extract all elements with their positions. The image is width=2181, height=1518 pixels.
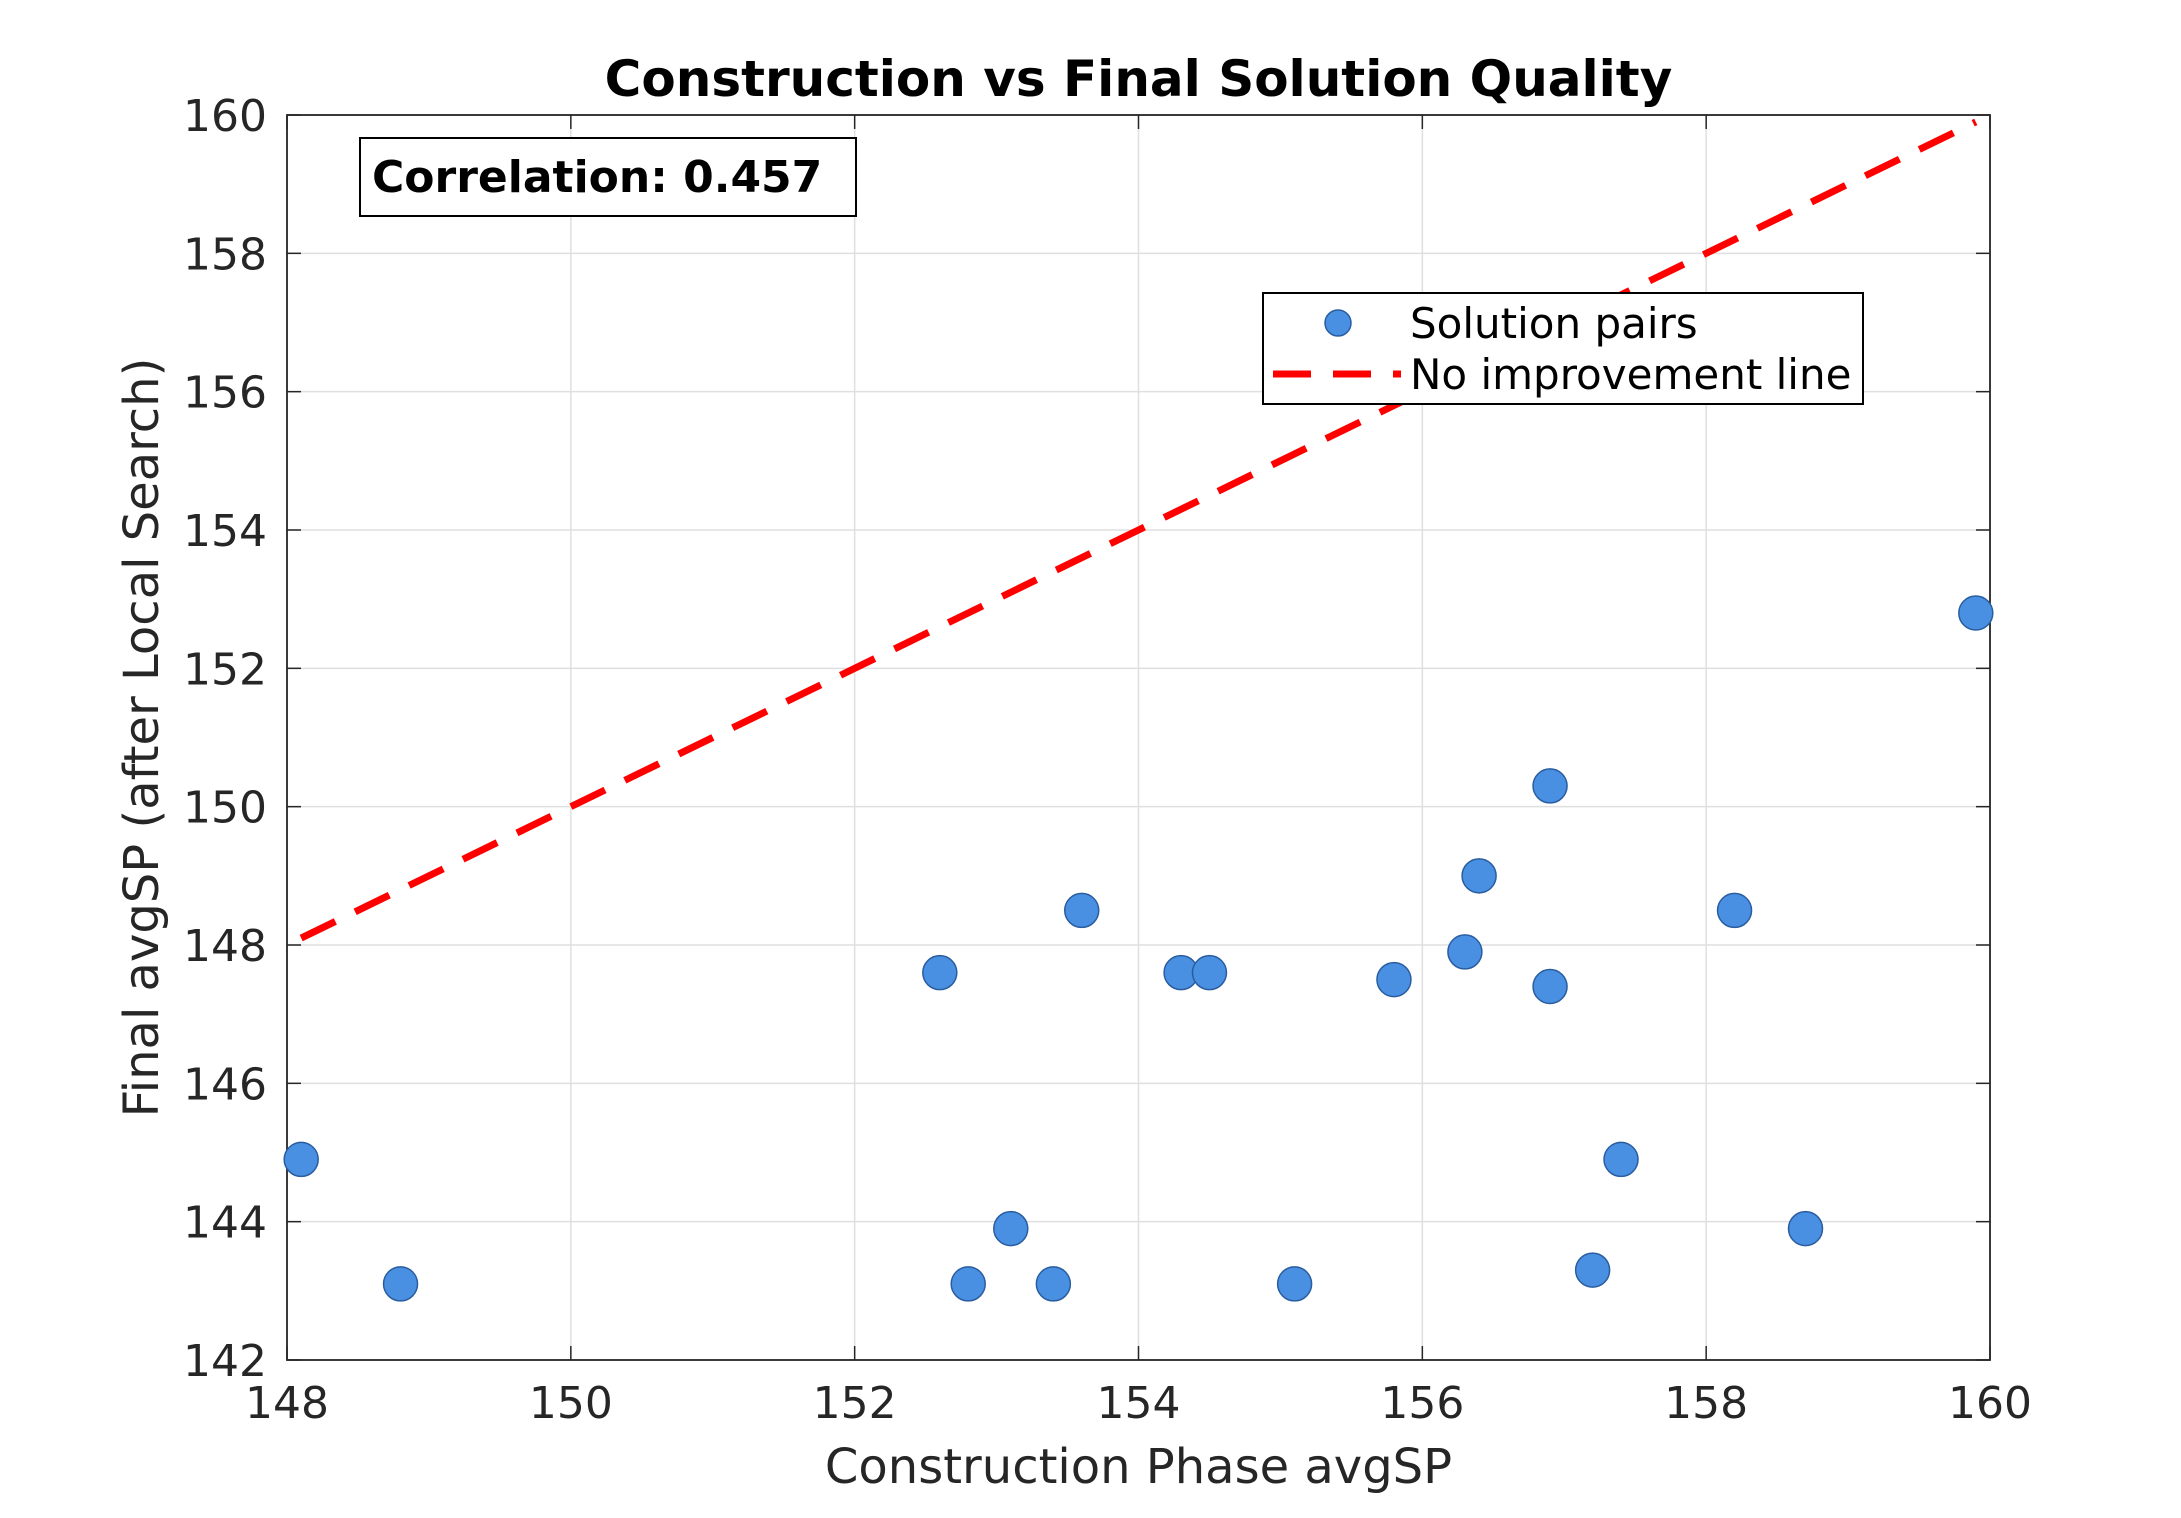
y-axis-label: Final avgSP (after Local Search) (114, 358, 170, 1118)
x-tick-label: 148 (245, 1378, 329, 1429)
x-tick-label: 152 (813, 1378, 897, 1429)
data-series (283, 118, 1994, 1302)
y-tick-label: 146 (183, 1059, 267, 1110)
solution-point-4 (993, 1210, 1029, 1247)
y-tick-label: 158 (183, 229, 267, 280)
y-tick-label: 152 (183, 644, 267, 695)
solution-point-10 (1376, 961, 1412, 998)
x-tick-label: 150 (529, 1378, 613, 1429)
solution-point-1 (382, 1266, 419, 1302)
x-axis-label: Construction Phase avgSP (825, 1439, 1452, 1495)
solution-point-11 (1447, 934, 1483, 970)
y-tick-label: 154 (183, 506, 267, 557)
axes-box (286, 114, 1991, 1361)
legend: Solution pairs No improvement line (1262, 292, 1864, 405)
solution-point-3 (950, 1266, 986, 1302)
y-tick-label: 156 (183, 368, 267, 419)
annotation-box-border (359, 137, 857, 217)
solution-point-14 (1532, 968, 1568, 1005)
correlation-text: Correlation: 0.457 (372, 152, 822, 203)
chart-title: Construction vs Final Solution Quality (605, 50, 1673, 108)
y-tick-label: 160 (183, 91, 267, 142)
solution-point-12 (1461, 858, 1497, 894)
legend-marker-solution-pairs (1324, 309, 1352, 337)
correlation-annotation: Correlation: 0.457 (359, 137, 857, 217)
solution-point-0 (283, 1141, 319, 1178)
solution-point-8 (1191, 954, 1228, 991)
solution-point-2 (922, 954, 958, 991)
x-tick-label: 160 (1948, 1378, 2032, 1429)
no-improvement-line (299, 118, 1978, 942)
legend-label-no-improvement-line: No improvement line (1410, 350, 1851, 399)
x-tick-label: 156 (1380, 1378, 1464, 1429)
y-tick-label: 142 (183, 1336, 267, 1387)
solution-point-17 (1716, 892, 1753, 929)
x-tick-label: 158 (1664, 1378, 1748, 1429)
axes: 148 150 152 154 156 158 160 142 144 146 148 150 152 1… (183, 91, 2032, 1429)
y-tick-label: 148 (183, 921, 267, 972)
y-tick-label: 144 (183, 1198, 267, 1249)
legend-label-solution-pairs: Solution pairs (1410, 299, 1698, 348)
solution-point-19 (1958, 595, 1994, 631)
solution-point-6 (1063, 892, 1100, 929)
solution-point-18 (1787, 1210, 1824, 1247)
solution-point-13 (1532, 768, 1568, 804)
y-tick-label: 150 (183, 783, 267, 834)
solution-point-15 (1574, 1252, 1611, 1288)
solution-point-9 (1276, 1266, 1313, 1302)
legend-box (1262, 292, 1864, 405)
x-tick-label: 154 (1097, 1378, 1181, 1429)
solution-point-16 (1603, 1141, 1639, 1178)
solution-point-5 (1035, 1266, 1072, 1302)
